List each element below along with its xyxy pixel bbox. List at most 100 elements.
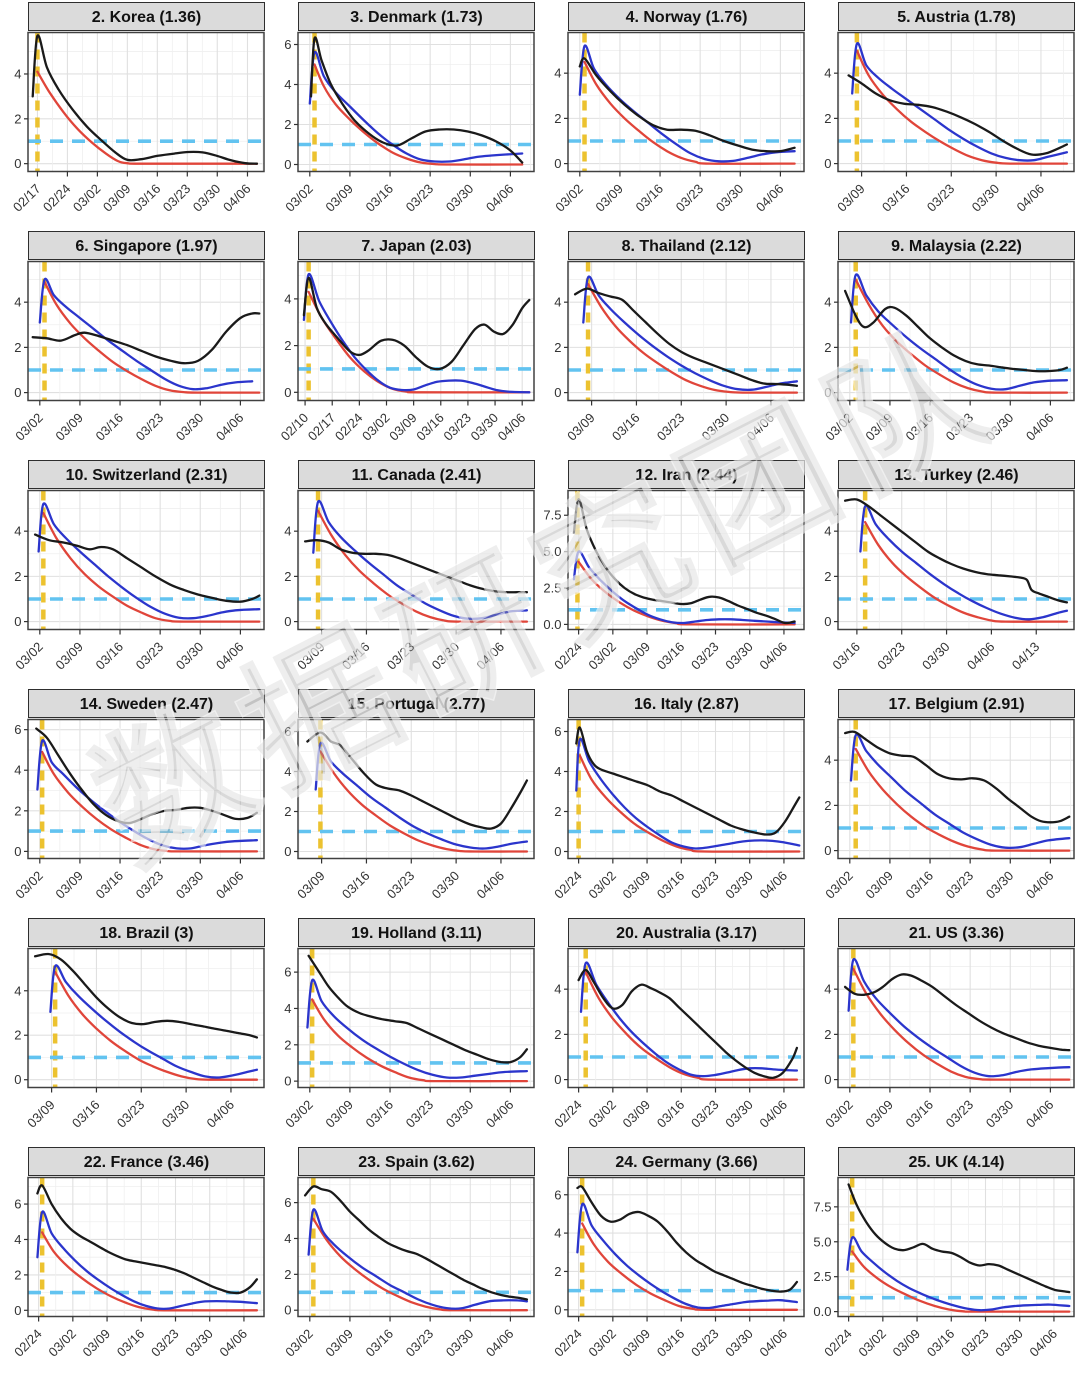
- red-line: [36, 70, 259, 165]
- y-tick-label: 4: [824, 753, 831, 768]
- y-tick-label: 2: [824, 569, 831, 584]
- red-line: [854, 278, 1069, 394]
- black-line: [309, 36, 524, 164]
- black-line: [31, 34, 259, 165]
- x-tick-label: 03/30: [699, 410, 733, 444]
- x-tick-label: 03/09: [386, 410, 420, 444]
- y-tick-label: 4: [14, 524, 21, 539]
- y-tick-label: 7.5: [813, 1199, 831, 1214]
- red-line: [41, 750, 259, 853]
- x-tick-label: 02/24: [40, 181, 74, 215]
- panel-japan: 7. Japan (2.03) 0 2 4 02/10 02/17 02/24 03/02 03…: [270, 231, 540, 460]
- blue-line: [36, 1210, 259, 1311]
- black-line: [306, 731, 529, 830]
- y-tick-label: 4: [554, 764, 561, 779]
- x-tick-label: 04/06: [216, 1326, 250, 1360]
- y-tick-label: 6: [284, 37, 291, 52]
- panel-brazil: 18. Brazil (3) 0 2 4 03/09 03/16 03/23 03/30 04/…: [0, 918, 270, 1147]
- x-tick-label: 02/24: [332, 410, 366, 444]
- y-tick-label: 2: [14, 569, 21, 584]
- x-tick-label: 03/16: [339, 639, 373, 673]
- x-tick-label: 04/06: [203, 1097, 237, 1131]
- x-tick-label: 03/23: [924, 181, 958, 215]
- x-tick-label: 04/06: [220, 181, 254, 215]
- y-tick-label: 6: [284, 965, 291, 980]
- x-tick-label: 03/16: [903, 410, 937, 444]
- x-tick-label: 03/16: [903, 868, 937, 902]
- panel-plot: 0 2 4 03/02 03/09 03/16 03/23 03/30 04/06: [12, 489, 265, 673]
- y-tick-label: 2: [14, 1028, 21, 1043]
- x-tick-label: 03/30: [983, 1097, 1017, 1131]
- y-tick-label: 0: [284, 157, 291, 172]
- x-tick-label: 04/06: [483, 181, 517, 215]
- panel-uk: 25. UK (4.14) 0.0 2.5 5.0 7.5 02/24 03/02 03/09…: [810, 1147, 1080, 1376]
- panel-plot: 0 2 4 03/09 03/16 03/23 03/30 04/06: [284, 489, 535, 673]
- panel-plot: 0 2 4 03/02 03/09 03/16 03/23 03/30 04/06: [12, 260, 265, 444]
- panel-spain: 23. Spain (3.62) 0 2 4 6 03/02 03/09 03/16 03/23…: [270, 1147, 540, 1376]
- x-tick-label: 03/23: [133, 868, 167, 902]
- x-tick-label: 03/30: [429, 868, 463, 902]
- x-tick-label: 03/30: [919, 639, 953, 673]
- x-tick-label: 04/06: [756, 639, 790, 673]
- panel-plot: 0 2 4 02/1702/2403/0203/0903/1603/2303/3004…: [10, 31, 265, 215]
- blue-line: [849, 733, 1071, 849]
- x-tick-label: 04/13: [1009, 639, 1043, 673]
- x-tick-label: 03/02: [12, 410, 46, 444]
- x-tick-label: 03/16: [924, 1326, 958, 1360]
- x-tick-label: 03/23: [688, 1326, 722, 1360]
- black-line: [35, 727, 259, 825]
- x-tick-label: 04/06: [964, 639, 998, 673]
- panel-plot: 0 2 4 03/09 03/16 03/23 03/30 04/06: [14, 947, 265, 1131]
- panel-norway: 4. Norway (1.76) 0 2 4 03/02 03/09 03/16 03/23 0…: [540, 2, 810, 231]
- x-tick-label: 03/30: [468, 410, 502, 444]
- red-line: [312, 1217, 529, 1312]
- x-tick-label: 04/06: [483, 1097, 517, 1131]
- red-line: [53, 970, 259, 1081]
- x-tick-label: 03/09: [620, 868, 654, 902]
- red-line: [311, 998, 529, 1083]
- black-line: [573, 287, 799, 387]
- y-tick-label: 2: [554, 1264, 561, 1279]
- x-tick-label: 03/30: [443, 1326, 477, 1360]
- x-tick-label: 03/30: [713, 181, 747, 215]
- panel-plot: 0 2 4 6 03/02 03/09 03/16 03/23 03/30 04/06: [282, 1176, 535, 1360]
- red-line: [578, 754, 801, 853]
- y-tick-label: 4: [284, 291, 291, 306]
- x-tick-label: 03/02: [585, 1326, 619, 1360]
- x-tick-label: 03/30: [443, 181, 477, 215]
- blue-line: [312, 499, 529, 620]
- x-tick-label: 03/23: [943, 1097, 977, 1131]
- x-tick-label: 03/09: [294, 639, 328, 673]
- black-line: [302, 276, 531, 371]
- red-line: [583, 60, 796, 165]
- blue-line: [578, 44, 796, 163]
- panel-plot: 0 2 4 03/16 03/23 03/30 04/06 04/13: [824, 489, 1075, 673]
- y-tick-label: 4: [554, 982, 561, 997]
- x-tick-label: 03/23: [403, 1326, 437, 1360]
- y-tick-label: 2: [284, 117, 291, 132]
- y-tick-label: 0: [554, 1302, 561, 1317]
- blue-line: [37, 502, 261, 620]
- x-tick-label: 03/09: [834, 181, 868, 215]
- y-tick-label: 2: [554, 111, 561, 126]
- x-tick-label: 03/30: [173, 410, 207, 444]
- x-tick-label: 04/06: [1023, 1097, 1057, 1131]
- panel-plot: 0 2 4 6 03/02 03/09 03/16 03/23 03/30 04/06: [12, 718, 265, 902]
- x-tick-label: 03/16: [93, 639, 127, 673]
- x-tick-label: 03/30: [429, 639, 463, 673]
- panel-plot: 0.0 2.5 5.0 7.5 02/24 03/02 03/09 03/16 03/23 03/…: [543, 489, 805, 673]
- x-tick-label: 04/06: [1026, 1326, 1060, 1360]
- red-line: [581, 1222, 799, 1311]
- x-tick-label: 03/16: [654, 1097, 688, 1131]
- panel-plot: 0 2 4 03/02 03/09 03/16 03/23 03/30 04/06: [552, 31, 805, 215]
- y-tick-label: 4: [14, 295, 21, 310]
- x-tick-label: 03/09: [620, 639, 654, 673]
- black-line: [36, 1184, 259, 1295]
- y-tick-label: 2: [824, 111, 831, 126]
- blue-line: [859, 504, 1069, 621]
- x-tick-label: 03/16: [829, 639, 863, 673]
- panel-title: 8. Thailand (2.12): [568, 231, 805, 260]
- y-tick-label: 4: [14, 763, 21, 778]
- x-tick-label: 03/16: [130, 181, 164, 215]
- panel-title: 25. UK (4.14): [838, 1147, 1075, 1176]
